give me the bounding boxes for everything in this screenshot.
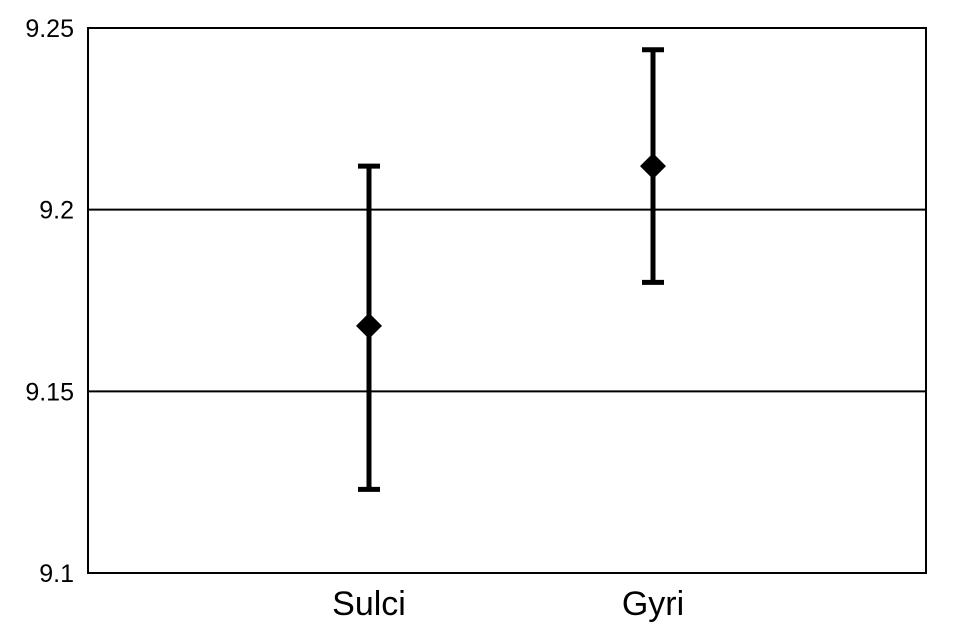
x-category-label: Gyri [622,585,684,623]
point-group-sulci [356,163,382,492]
point-group-gyri [640,47,666,285]
mean-marker-sulci [356,312,382,339]
y-tick-label: 9.25 [25,15,74,43]
y-tick-label: 9.15 [25,378,74,406]
gridlines [88,208,926,393]
y-axis-ticks: 9.1 9.15 9.2 9.25 [25,15,74,588]
x-axis-categories: Sulci Gyri [332,585,684,623]
y-tick-label: 9.2 [39,197,74,225]
plot-area-frame [87,27,927,574]
data-series [356,47,666,492]
y-tick-label: 9.1 [39,560,74,588]
x-category-label: Sulci [332,585,406,623]
mean-marker-gyri [640,153,666,180]
